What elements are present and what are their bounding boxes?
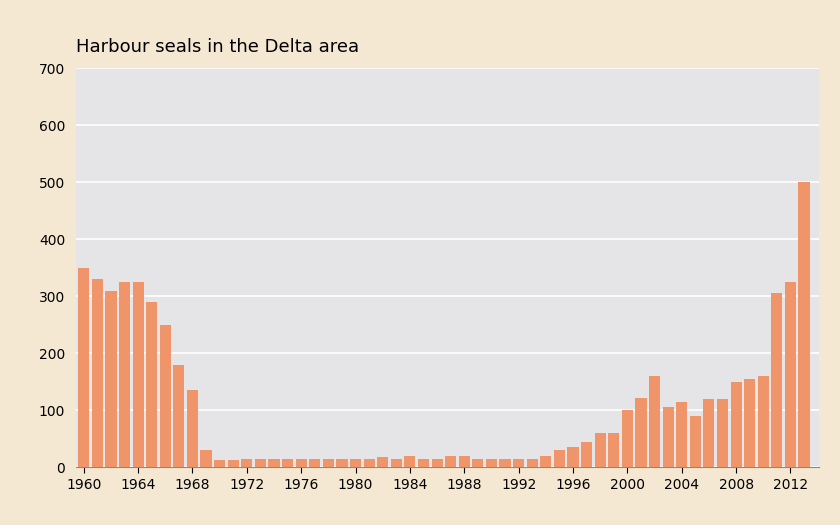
Bar: [472, 459, 484, 467]
Bar: [771, 293, 782, 467]
Bar: [445, 456, 456, 467]
Bar: [364, 459, 375, 467]
Bar: [228, 460, 239, 467]
Bar: [105, 290, 117, 467]
Text: Harbour seals in the Delta area: Harbour seals in the Delta area: [76, 38, 359, 56]
Bar: [486, 459, 497, 467]
Bar: [201, 450, 212, 467]
Bar: [731, 382, 742, 467]
Bar: [513, 459, 524, 467]
Bar: [554, 450, 565, 467]
Bar: [173, 365, 185, 467]
Bar: [568, 447, 579, 467]
Bar: [119, 282, 130, 467]
Bar: [608, 433, 619, 467]
Bar: [187, 390, 198, 467]
Bar: [160, 325, 171, 467]
Bar: [336, 459, 348, 467]
Bar: [146, 302, 157, 467]
Bar: [527, 459, 538, 467]
Bar: [663, 407, 674, 467]
Bar: [717, 399, 728, 467]
Bar: [500, 459, 511, 467]
Bar: [581, 442, 592, 467]
Bar: [690, 416, 701, 467]
Bar: [323, 459, 334, 467]
Bar: [676, 402, 687, 467]
Bar: [282, 459, 293, 467]
Bar: [649, 376, 660, 467]
Bar: [758, 376, 769, 467]
Bar: [703, 399, 715, 467]
Bar: [255, 459, 266, 467]
Bar: [309, 459, 320, 467]
Bar: [269, 459, 280, 467]
Bar: [799, 182, 810, 467]
Bar: [404, 456, 416, 467]
Bar: [133, 282, 144, 467]
Bar: [635, 398, 647, 467]
Bar: [296, 459, 307, 467]
Bar: [595, 433, 606, 467]
Bar: [78, 268, 89, 467]
Bar: [622, 410, 633, 467]
Bar: [744, 379, 755, 467]
Bar: [540, 456, 551, 467]
Bar: [377, 457, 388, 467]
Bar: [459, 456, 470, 467]
Bar: [785, 282, 796, 467]
Bar: [241, 459, 252, 467]
Bar: [432, 459, 443, 467]
Bar: [350, 459, 361, 467]
Bar: [418, 459, 429, 467]
Bar: [92, 279, 103, 467]
Bar: [214, 460, 225, 467]
Bar: [391, 459, 402, 467]
